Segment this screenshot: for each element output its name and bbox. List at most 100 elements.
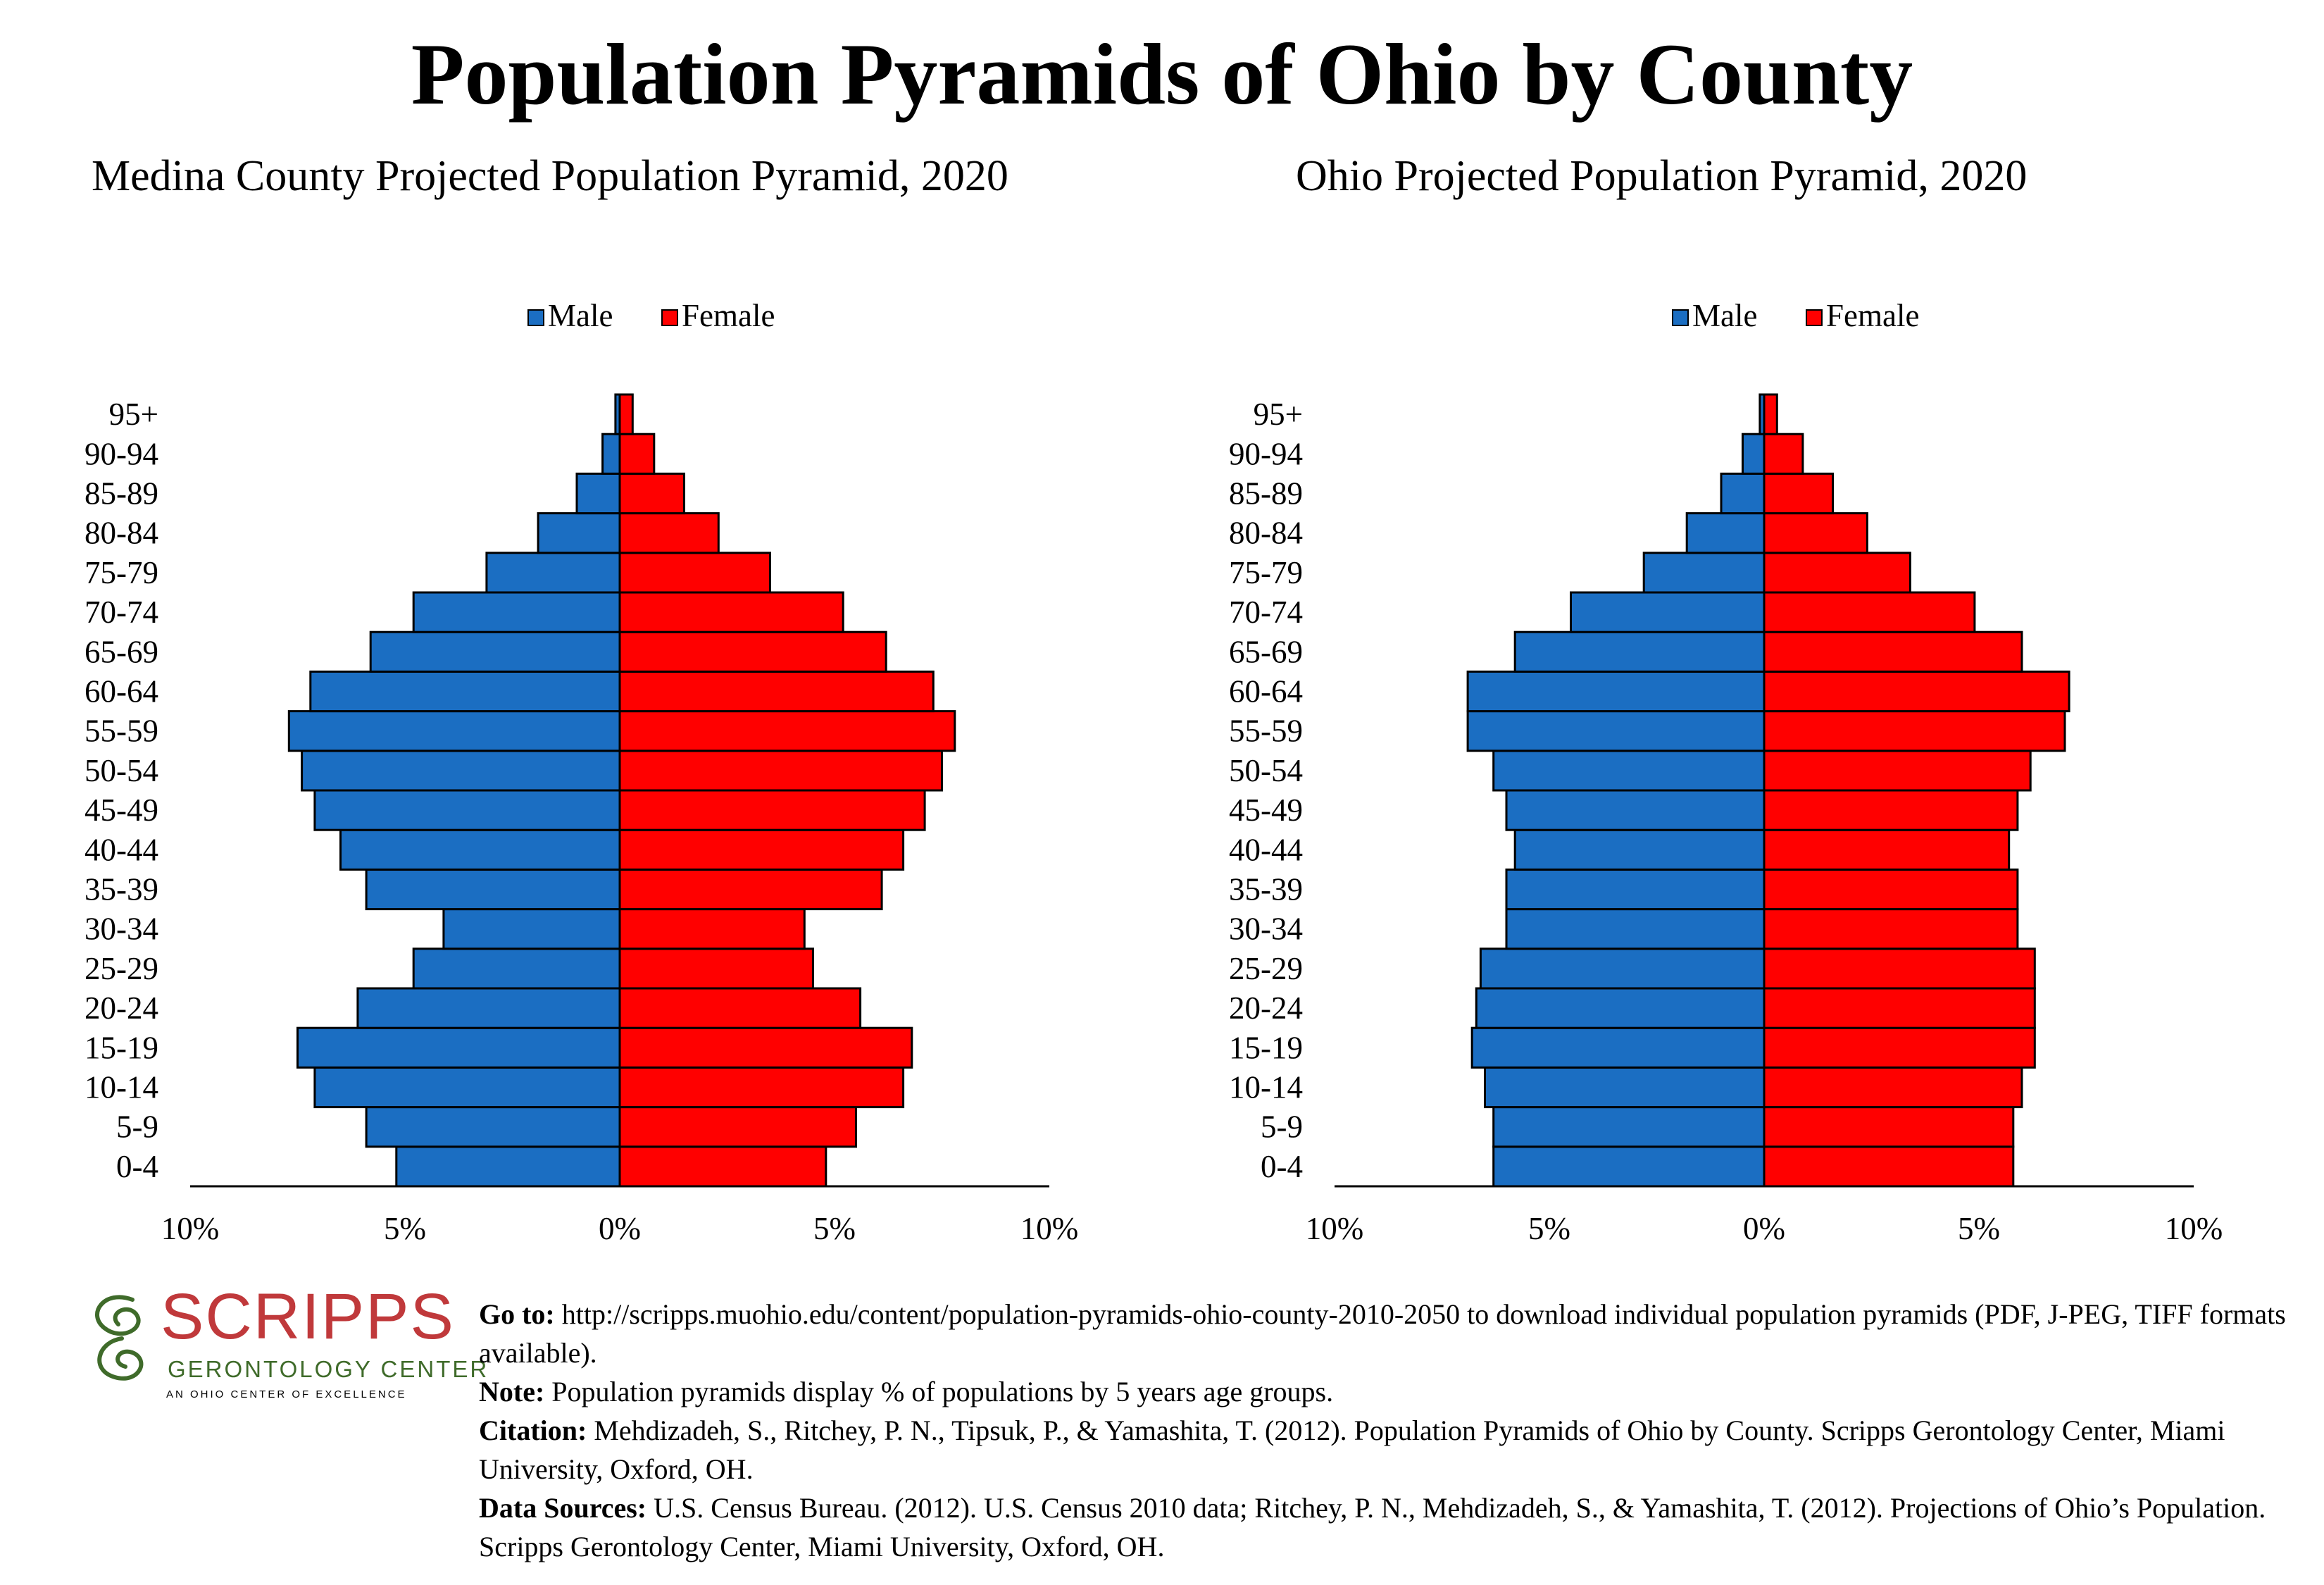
age-label: 25-29	[1229, 951, 1303, 986]
bar-male-40-44	[339, 828, 621, 871]
bar-female-60-64	[1763, 670, 2070, 713]
bar-female-40-44	[618, 828, 905, 871]
bar-male-55-59	[287, 710, 621, 752]
x-tick-label: 5%	[384, 1211, 426, 1246]
citation-note: Citation: Mehdizadeh, S., Ritchey, P. N.…	[479, 1411, 2310, 1488]
bar-male-50-54	[301, 750, 621, 792]
x-tick-label: 10%	[161, 1211, 220, 1246]
bar-male-5-9	[1492, 1106, 1766, 1148]
bar-female-60-64	[618, 670, 935, 713]
age-label: 20-24	[85, 990, 158, 1026]
bar-male-5-9	[365, 1106, 621, 1148]
bar-female-50-54	[1763, 750, 2032, 792]
bar-female-30-34	[1763, 908, 2019, 950]
x-tick-label: 0%	[599, 1211, 641, 1246]
age-label: 70-74	[85, 595, 158, 630]
age-label: 15-19	[85, 1030, 158, 1065]
bar-male-45-49	[313, 789, 621, 831]
bar-female-85-89	[1763, 472, 1835, 515]
x-tick-label: 5%	[813, 1211, 856, 1246]
legend-label-male: Male	[548, 298, 613, 333]
bar-male-15-19	[1470, 1026, 1766, 1069]
bar-male-50-54	[1492, 750, 1766, 792]
sources-label: Data Sources:	[479, 1492, 647, 1524]
age-label: 10-14	[1229, 1070, 1303, 1105]
age-label: 50-54	[85, 753, 158, 788]
bar-male-20-24	[1475, 987, 1766, 1029]
age-label: 50-54	[1229, 753, 1303, 788]
age-label: 85-89	[1229, 476, 1303, 511]
bar-male-80-84	[1685, 512, 1766, 554]
age-label: 75-79	[85, 555, 158, 590]
logo-subtitle: GERONTOLOGY CENTER	[168, 1356, 489, 1382]
chart-legend: Male Female	[1672, 298, 1919, 333]
bar-male-55-59	[1466, 710, 1766, 752]
bar-male-75-79	[1642, 552, 1766, 594]
age-label: 95+	[109, 397, 158, 432]
legend-swatch-male	[527, 309, 544, 326]
bar-male-80-84	[537, 512, 621, 554]
sources-note: Data Sources: U.S. Census Bureau. (2012)…	[479, 1488, 2310, 1566]
bar-male-25-29	[1479, 947, 1766, 990]
age-label: 20-24	[1229, 990, 1303, 1026]
bar-female-10-14	[1763, 1066, 2023, 1109]
bar-male-0-4	[395, 1145, 621, 1188]
age-label: 65-69	[1229, 634, 1303, 669]
age-label: 60-64	[1229, 674, 1303, 709]
logo-tagline: AN OHIO CENTER OF EXCELLENCE	[166, 1388, 407, 1400]
bar-female-70-74	[618, 591, 844, 633]
bar-female-30-34	[618, 908, 806, 950]
age-label: 25-29	[85, 951, 158, 986]
bar-female-5-9	[618, 1106, 857, 1148]
bar-female-80-84	[618, 512, 720, 554]
goto-text: http://scripps.muohio.edu/content/popula…	[479, 1298, 2286, 1369]
bar-male-25-29	[412, 947, 621, 990]
pyramid-chart-ohio: Ohio Projected Population Pyramid, 2020 M…	[1187, 144, 2285, 1257]
bar-male-45-49	[1505, 789, 1766, 831]
bar-female-45-49	[1763, 789, 2019, 831]
bar-female-90-94	[618, 433, 656, 475]
bar-female-70-74	[1763, 591, 1976, 633]
age-label: 65-69	[85, 634, 158, 669]
bar-female-25-29	[1763, 947, 2036, 990]
bar-female-75-79	[1763, 552, 1911, 594]
age-label: 95+	[1254, 397, 1303, 432]
bar-male-40-44	[1513, 828, 1766, 871]
age-label: 15-19	[1229, 1030, 1303, 1065]
age-label: 35-39	[1229, 872, 1303, 907]
legend-swatch-female	[661, 309, 678, 326]
chart-subtitle: Medina County Projected Population Pyram…	[92, 152, 1008, 200]
bar-male-60-64	[309, 670, 621, 713]
x-tick-label: 5%	[1958, 1211, 2000, 1246]
bar-female-65-69	[618, 630, 887, 673]
bar-male-0-4	[1492, 1145, 1766, 1188]
bar-female-35-39	[618, 868, 883, 911]
age-label: 10-14	[85, 1070, 158, 1105]
bar-female-5-9	[1763, 1106, 2015, 1148]
chart-legend: Male Female	[527, 298, 775, 333]
page-title: Population Pyramids of Ohio by County	[411, 26, 1913, 123]
goto-note: Go to: http://scripps.muohio.edu/content…	[479, 1295, 2310, 1372]
age-label: 90-94	[85, 436, 158, 471]
age-label: 80-84	[85, 516, 158, 551]
sources-text: U.S. Census Bureau. (2012). U.S. Census …	[479, 1492, 2266, 1562]
bar-female-20-24	[618, 987, 862, 1029]
bar-female-40-44	[1763, 828, 2011, 871]
bar-female-80-84	[1763, 512, 1868, 554]
legend-label-male: Male	[1692, 298, 1757, 333]
note-text: Population pyramids display % of populat…	[544, 1376, 1334, 1407]
bar-male-35-39	[365, 868, 621, 911]
bar-male-70-74	[1570, 591, 1766, 633]
bar-female-65-69	[1763, 630, 2023, 673]
chart-subtitle: Ohio Projected Population Pyramid, 2020	[1296, 152, 2027, 200]
bar-male-90-94	[601, 433, 621, 475]
bar-male-70-74	[412, 591, 621, 633]
age-label: 30-34	[85, 912, 158, 947]
bar-female-50-54	[618, 750, 943, 792]
bar-male-35-39	[1505, 868, 1766, 911]
bar-female-95+	[618, 393, 634, 435]
age-label: 75-79	[1229, 555, 1303, 590]
bar-male-10-14	[313, 1066, 621, 1109]
age-label: 60-64	[85, 674, 158, 709]
bar-male-85-89	[1720, 472, 1766, 515]
